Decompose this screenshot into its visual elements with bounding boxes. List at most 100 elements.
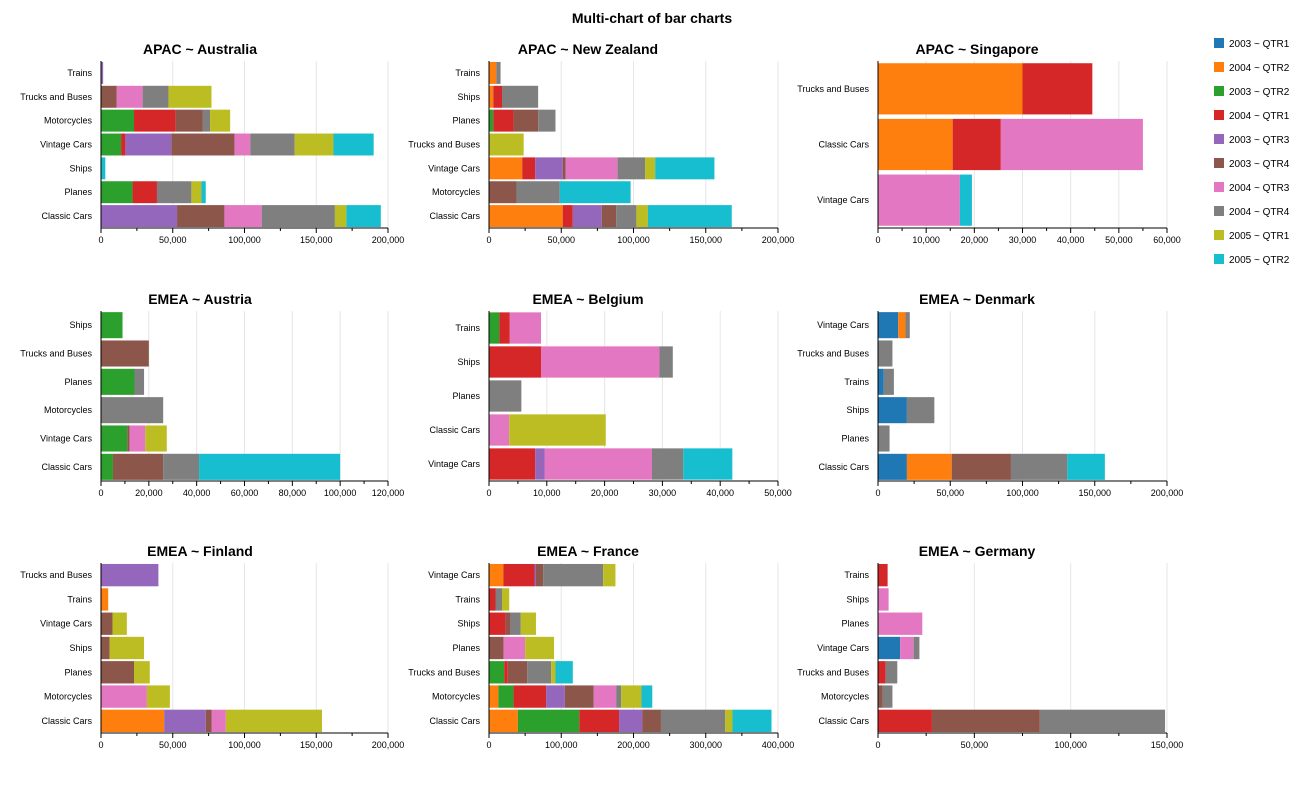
bar-segment: [101, 312, 123, 339]
chart-panel: EMEA ~ Germany Trains Ships Planes Vintage C…: [797, 543, 1183, 750]
bar-segment: [544, 448, 652, 480]
bar-segment: [878, 636, 901, 660]
bar-segment: [101, 368, 135, 395]
bar-segment: [541, 346, 660, 378]
x-tick-label: 0: [875, 740, 880, 750]
x-tick-label: 40,000: [706, 488, 734, 498]
legend-label: 2003 ~ QTR1: [1229, 39, 1290, 50]
bar-segment: [101, 205, 178, 228]
bar-segment: [1010, 453, 1068, 480]
category-label: Vintage Cars: [817, 195, 869, 205]
bar-segment: [513, 685, 547, 708]
bar-segment: [546, 685, 565, 708]
bar-segment: [250, 133, 295, 156]
bar-segment: [101, 685, 147, 708]
category-label: Trains: [455, 323, 480, 333]
x-tick-label: 120,000: [372, 488, 405, 498]
bar-segment: [489, 205, 563, 228]
bar-segment: [878, 588, 889, 611]
bar-segment: [621, 685, 642, 708]
bar-segment: [489, 181, 517, 204]
bar-segment: [225, 709, 322, 733]
category-label: Trains: [844, 570, 869, 580]
legend-label: 2004 ~ QTR3: [1229, 183, 1290, 194]
chart-panel: EMEA ~ Finland Trucks and Buses Trains Vint…: [20, 543, 404, 750]
bar-segment: [906, 453, 952, 480]
bar-segment: [645, 157, 656, 180]
bar-segment: [199, 453, 341, 480]
bar-segment: [489, 709, 518, 733]
bar-segment: [878, 661, 886, 684]
legend-item: 2005 ~ QTR2: [1214, 254, 1290, 266]
bar-segment: [499, 312, 510, 344]
legend-item: 2004 ~ QTR3: [1214, 182, 1290, 194]
bar-segment: [121, 133, 126, 156]
bar-segment: [505, 612, 511, 635]
bar-segment: [129, 425, 146, 452]
bar-segment: [882, 685, 893, 708]
bar-segment: [525, 636, 555, 660]
bar-segment: [562, 157, 566, 180]
bar-segment: [145, 425, 167, 452]
panel-title: EMEA ~ France: [537, 543, 639, 559]
bar-segment: [112, 612, 127, 635]
x-tick-label: 200,000: [1151, 488, 1184, 498]
bar-segment: [489, 588, 496, 611]
legend-item: 2003 ~ QTR1: [1214, 38, 1290, 50]
x-tick-label: 50,000: [961, 740, 989, 750]
x-tick-label: 0: [486, 235, 491, 245]
legend-swatch: [1214, 158, 1224, 168]
bar-segment: [177, 205, 225, 228]
x-tick-label: 300,000: [689, 740, 722, 750]
bar-segment: [878, 118, 953, 171]
category-label: Classic Cars: [41, 462, 92, 472]
bar-segment: [509, 312, 542, 344]
bar-segment: [951, 453, 1011, 480]
x-tick-label: 150,000: [689, 235, 722, 245]
bar-segment: [171, 133, 235, 156]
category-label: Ships: [846, 405, 869, 415]
bar-segment: [109, 636, 145, 660]
bar-segment: [535, 448, 545, 480]
x-tick-label: 150,000: [1151, 740, 1184, 750]
category-label: Classic Cars: [429, 425, 480, 435]
bar-segment: [224, 205, 262, 228]
bar-segment: [346, 205, 381, 228]
category-label: Ships: [69, 320, 92, 330]
bar-segment: [489, 612, 506, 635]
category-label: Ships: [457, 92, 480, 102]
bar-segment: [101, 133, 122, 156]
legend-label: 2005 ~ QTR1: [1229, 231, 1290, 242]
bar-segment: [913, 636, 920, 660]
bar-segment: [168, 85, 212, 108]
x-tick-label: 200,000: [372, 740, 405, 750]
category-label: Vintage Cars: [428, 570, 480, 580]
bar-segment: [191, 181, 202, 204]
category-label: Classic Cars: [818, 716, 869, 726]
x-tick-label: 30,000: [1009, 235, 1037, 245]
bar-segment: [931, 709, 1040, 733]
bar-segment: [885, 661, 898, 684]
bar-segment: [489, 448, 536, 480]
bar-segment: [601, 205, 617, 228]
bar-segment: [565, 157, 618, 180]
category-label: Ships: [457, 357, 480, 367]
bar-segment: [1000, 118, 1143, 171]
bar-segment: [535, 563, 544, 587]
bar-segment: [489, 312, 500, 344]
bar-segment: [1067, 453, 1105, 480]
bar-segment: [878, 563, 888, 587]
panel-title: EMEA ~ Austria: [148, 291, 252, 307]
bar-segment: [201, 181, 206, 204]
bar-segment: [509, 414, 606, 446]
legend-item: 2003 ~ QTR2: [1214, 86, 1290, 98]
category-label: Trains: [67, 68, 92, 78]
legend-swatch: [1214, 134, 1224, 144]
legend-item: 2003 ~ QTR4: [1214, 158, 1290, 170]
bar-segment: [101, 563, 159, 587]
bar-segment: [651, 448, 684, 480]
bar-segment: [543, 563, 604, 587]
bar-segment: [655, 157, 715, 180]
bar-segment: [163, 453, 200, 480]
bar-segment: [660, 709, 726, 733]
